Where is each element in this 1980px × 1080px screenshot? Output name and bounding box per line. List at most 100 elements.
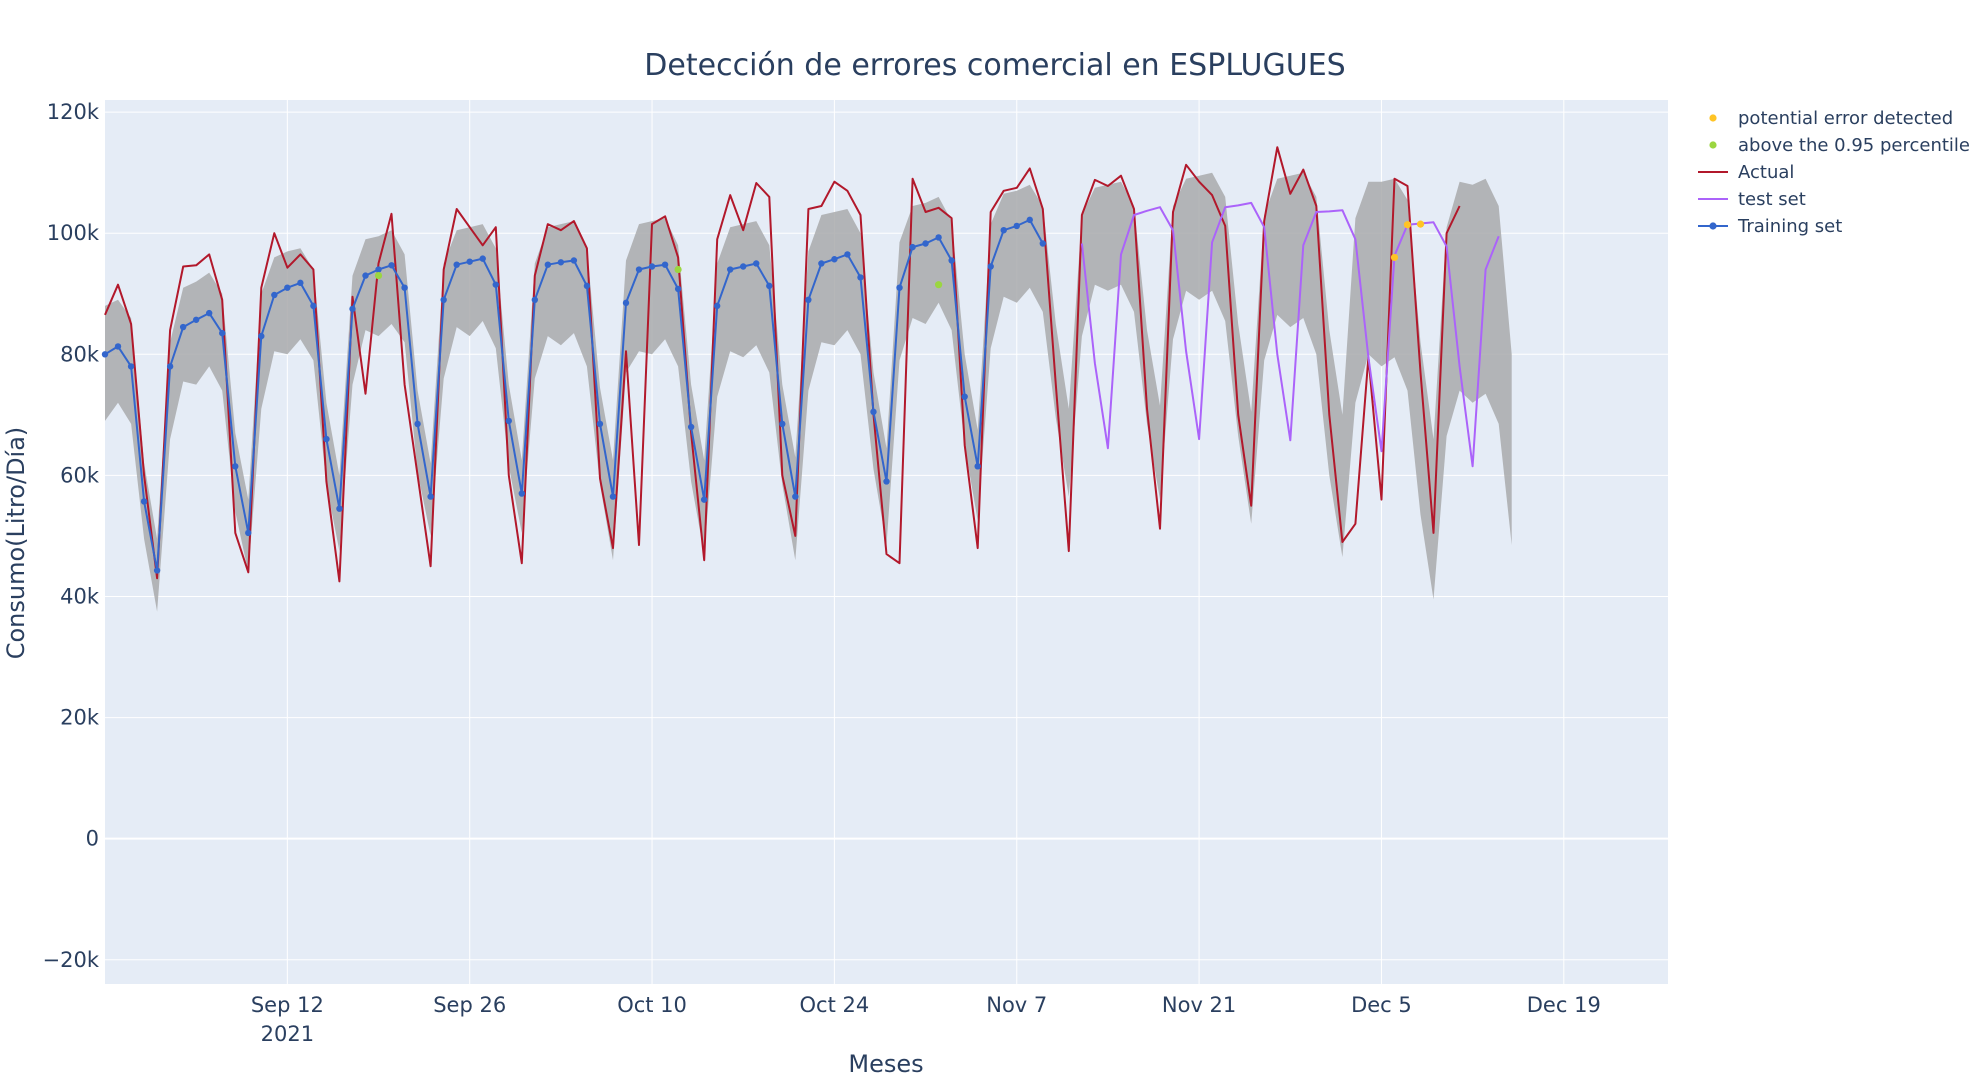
chart-title: Detección de errores comercial en ESPLUG… — [644, 48, 1345, 83]
legend-label: Training set — [1737, 216, 1842, 237]
y-tick-label: 120k — [47, 100, 100, 124]
training-set-point — [648, 263, 656, 270]
training-set-point — [232, 463, 239, 470]
training-set-point — [674, 285, 682, 293]
training-set-point — [297, 279, 304, 287]
training-set-point — [414, 420, 421, 428]
training-set-point — [583, 282, 591, 290]
training-set-point — [101, 351, 109, 358]
x-tick-label: Sep 12 — [251, 993, 324, 1017]
training-set-point — [310, 302, 317, 310]
training-set-point — [987, 263, 994, 270]
training-set-point — [857, 274, 864, 281]
gridlines — [105, 100, 1668, 984]
x-tick-label: Nov 7 — [986, 993, 1047, 1017]
training-set-point — [961, 393, 968, 400]
training-set-point — [114, 343, 122, 350]
training-set-point — [427, 493, 434, 500]
training-set-point — [153, 567, 161, 574]
x-tick-label: Dec 19 — [1527, 993, 1601, 1017]
y-tick-label: 80k — [60, 342, 100, 366]
training-set-point — [206, 309, 213, 317]
y-tick-label: 40k — [60, 584, 100, 608]
training-set-point — [596, 420, 604, 428]
x-axis-ticks: Sep 12 2021 Sep 26 Oct 10 Oct 24 Nov 7 Nov 21 D… — [251, 993, 1601, 1046]
x-tick-label: Sep 26 — [433, 993, 506, 1017]
training-set-point — [544, 261, 552, 268]
training-set-point — [831, 256, 838, 263]
training-set-point — [284, 284, 291, 291]
x-tick-label: Oct 24 — [800, 993, 870, 1017]
training-set-point — [179, 323, 187, 331]
training-set-point — [492, 281, 499, 288]
y-tick-label: 20k — [60, 706, 100, 730]
training-set-point — [779, 420, 786, 428]
training-set-point — [635, 266, 643, 273]
training-set-point — [518, 490, 525, 497]
training-set-point — [192, 316, 200, 323]
y-tick-label: 60k — [60, 463, 100, 487]
legend-item-potential-error-detected[interactable]: potential error detected — [1709, 108, 1953, 129]
training-set-point — [1013, 222, 1020, 230]
training-set-point — [453, 261, 460, 268]
training-set-point — [271, 291, 278, 299]
training-set-point — [713, 302, 721, 310]
training-set-point — [609, 493, 617, 500]
training-set-point — [948, 257, 955, 264]
training-set-point — [375, 266, 382, 273]
training-set-point — [661, 261, 669, 268]
potential-error-point — [1416, 220, 1425, 228]
training-set-point — [844, 251, 851, 258]
training-set-point — [792, 493, 799, 500]
x-tick-label: Dec 5 — [1351, 993, 1412, 1017]
training-set-point — [362, 272, 369, 279]
training-set-point — [140, 498, 148, 505]
training-set-point — [1039, 240, 1047, 247]
training-set-point — [922, 240, 929, 247]
training-set-point — [440, 296, 447, 304]
y-tick-label: −20k — [43, 948, 100, 972]
training-set-point — [974, 463, 981, 470]
training-set-point — [896, 284, 903, 291]
y-tick-label: 100k — [47, 221, 100, 245]
training-set-point — [401, 284, 408, 291]
training-set-point — [349, 305, 356, 313]
legend-label: test set — [1738, 189, 1806, 210]
y-tick-label: 0 — [86, 827, 99, 851]
training-set-point — [740, 263, 747, 270]
training-set-point — [323, 435, 330, 443]
above-percentile-point — [935, 281, 943, 289]
x-tick-label: Nov 21 — [1162, 993, 1236, 1017]
legend-item-actual[interactable]: Actual — [1698, 162, 1794, 183]
training-set-point — [622, 299, 630, 307]
training-set-point — [388, 262, 395, 269]
training-set-point — [505, 417, 512, 425]
prediction-interval-band — [105, 172, 1512, 612]
training-set-point — [570, 257, 578, 264]
confidence-band — [105, 172, 1512, 612]
legend-item-above-the-0-95-percentile[interactable]: above the 0.95 percentile — [1709, 135, 1970, 156]
legend-item-test-set[interactable]: test set — [1698, 189, 1806, 210]
training-set-point — [531, 296, 539, 304]
training-set-point — [557, 259, 565, 266]
training-set-point — [818, 260, 825, 267]
legend[interactable]: potential error detected above the 0.95 p… — [1698, 108, 1970, 237]
series-line-test-set — [1080, 201, 1500, 468]
x-tick-year-label: 2021 — [261, 1022, 314, 1046]
training-set-point — [935, 234, 942, 241]
legend-item-training-set[interactable]: Training set — [1698, 216, 1842, 237]
potential-error-point — [1403, 221, 1412, 229]
training-set-point — [753, 260, 760, 267]
potential-error-point — [1390, 253, 1399, 262]
x-axis-title: Meses — [848, 1050, 923, 1078]
training-set-point — [479, 255, 486, 262]
training-set-point — [883, 478, 890, 485]
training-set-point — [245, 529, 252, 537]
training-set-point — [336, 505, 343, 512]
training-set-point — [127, 363, 135, 370]
training-set-point — [258, 332, 265, 340]
training-set-point — [219, 329, 226, 337]
series-line-actual — [104, 146, 1461, 583]
legend-label: potential error detected — [1738, 108, 1953, 129]
